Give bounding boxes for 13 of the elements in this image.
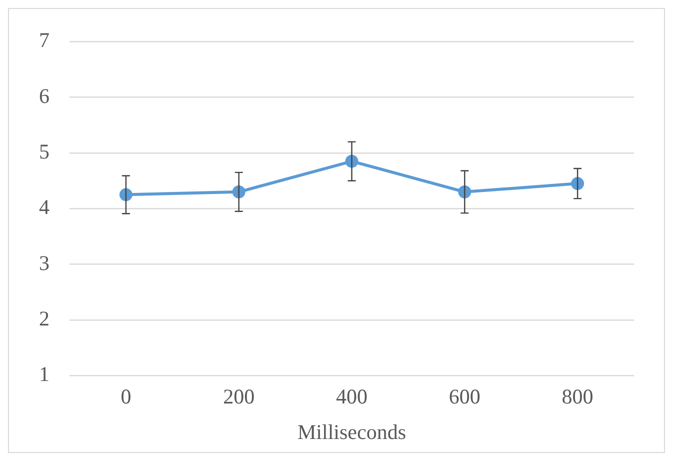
x-tick-label: 600 [448, 384, 480, 409]
y-tick-label: 4 [39, 195, 50, 220]
y-tick-label: 2 [39, 306, 50, 330]
x-tick-label: 0 [120, 384, 132, 409]
y-tick-label: 3 [39, 250, 50, 275]
x-tick-label: 400 [336, 384, 368, 409]
y-tick-label: 5 [39, 139, 50, 164]
y-tick-label: 1 [39, 362, 50, 386]
x-tick-label: 800 [562, 384, 594, 409]
x-axis-title: Milliseconds [298, 420, 406, 444]
y-tick-label: 7 [39, 28, 50, 52]
y-tick-label: 6 [39, 84, 50, 108]
x-tick-label: 200 [223, 384, 255, 409]
